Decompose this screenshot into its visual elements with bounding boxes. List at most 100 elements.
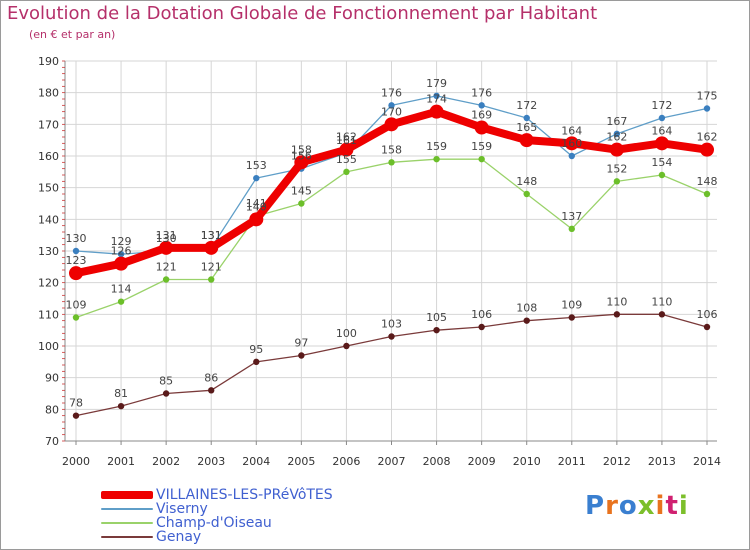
data-point: [613, 130, 621, 138]
data-label: 110: [651, 295, 672, 308]
legend-label: Champ-d'Oiseau: [156, 515, 272, 531]
data-label: 131: [156, 229, 177, 242]
data-label: 172: [516, 99, 537, 112]
data-label: 121: [156, 261, 177, 274]
data-point: [72, 314, 80, 321]
x-tick-label: 2010: [513, 455, 541, 468]
data-label: 172: [651, 99, 672, 112]
data-label: 170: [381, 105, 402, 118]
data-point: [298, 352, 305, 359]
legend-swatch: [101, 491, 153, 499]
data-point: [294, 155, 309, 170]
data-label: 131: [201, 229, 222, 242]
data-label: 110: [606, 295, 627, 308]
data-point: [433, 326, 440, 334]
data-label: 165: [516, 121, 537, 134]
data-point: [117, 298, 125, 305]
data-label: 140: [246, 200, 267, 213]
x-tick-label: 2011: [558, 455, 586, 468]
x-tick-label: 2004: [242, 455, 270, 468]
data-point: [117, 402, 125, 410]
data-label: 160: [561, 137, 582, 150]
x-tick-label: 2002: [152, 455, 180, 468]
legend-swatch: [101, 508, 153, 510]
data-point: [433, 155, 440, 163]
data-label: 106: [697, 308, 718, 321]
y-tick-label: 110: [38, 308, 59, 321]
legend-item-champ-doiseau: Champ-d'Oiseau: [101, 515, 272, 531]
data-label: 161: [336, 134, 357, 147]
logo-letter: o: [618, 491, 638, 521]
data-point: [72, 412, 80, 419]
logo-letter: P: [585, 491, 606, 521]
data-point: [568, 225, 575, 233]
y-tick-label: 160: [38, 150, 59, 163]
y-tick-label: 130: [38, 245, 59, 258]
data-point: [343, 342, 350, 350]
data-point: [204, 240, 219, 255]
data-point: [208, 276, 215, 283]
legend-swatch: [101, 522, 153, 524]
data-point: [114, 256, 129, 271]
y-tick-label: 180: [38, 87, 59, 100]
y-tick-label: 150: [38, 182, 59, 195]
x-tick-label: 2012: [603, 455, 631, 468]
data-label: 159: [471, 140, 492, 153]
data-point: [568, 314, 575, 321]
data-label: 152: [606, 162, 627, 175]
data-point: [613, 311, 621, 318]
data-point: [703, 190, 711, 198]
data-label: 123: [66, 254, 87, 267]
legend-item-villaines: VILLAINES-LES-PRéVôTES: [101, 487, 333, 503]
data-point: [253, 358, 260, 366]
data-label: 108: [516, 302, 537, 315]
x-tick-label: 2001: [107, 455, 135, 468]
data-point: [162, 276, 170, 283]
data-point: [253, 174, 260, 182]
x-tick-label: 2007: [378, 455, 406, 468]
proxiti-logo: Proxiti: [585, 491, 689, 521]
data-point: [658, 311, 666, 318]
data-point: [564, 136, 579, 151]
y-tick-label: 100: [38, 340, 59, 353]
data-point: [703, 105, 711, 112]
x-tick-label: 2006: [332, 455, 360, 468]
data-label: 154: [651, 156, 672, 169]
data-point: [474, 120, 489, 135]
data-label: 81: [114, 387, 128, 400]
data-label: 145: [291, 185, 312, 198]
data-label: 103: [381, 318, 402, 331]
x-tick-label: 2013: [648, 455, 676, 468]
data-point: [609, 142, 624, 157]
data-label: 176: [381, 86, 402, 99]
x-tick-label: 2005: [287, 455, 315, 468]
data-point: [72, 247, 80, 255]
y-tick-label: 190: [38, 55, 59, 68]
data-label: 155: [336, 153, 357, 166]
x-tick-label: 2008: [423, 455, 451, 468]
data-point: [388, 102, 395, 109]
data-point: [478, 102, 485, 109]
data-point: [429, 104, 444, 119]
data-point: [339, 142, 354, 157]
data-label: 114: [111, 283, 132, 296]
x-tick-label: 2014: [693, 455, 721, 468]
data-label: 131: [201, 229, 222, 242]
data-label: 158: [291, 143, 312, 156]
data-label: 148: [697, 175, 718, 188]
y-tick-label: 70: [45, 435, 59, 448]
data-point: [117, 250, 125, 258]
data-label: 156: [291, 150, 312, 163]
data-label: 105: [426, 311, 447, 324]
data-point: [519, 133, 534, 148]
data-label: 106: [471, 308, 492, 321]
data-point: [523, 114, 530, 122]
y-tick-label: 80: [45, 403, 59, 416]
data-label: 174: [426, 93, 447, 106]
data-point: [388, 159, 395, 166]
data-label: 126: [111, 245, 132, 258]
data-point: [298, 200, 305, 207]
data-point: [613, 178, 621, 185]
